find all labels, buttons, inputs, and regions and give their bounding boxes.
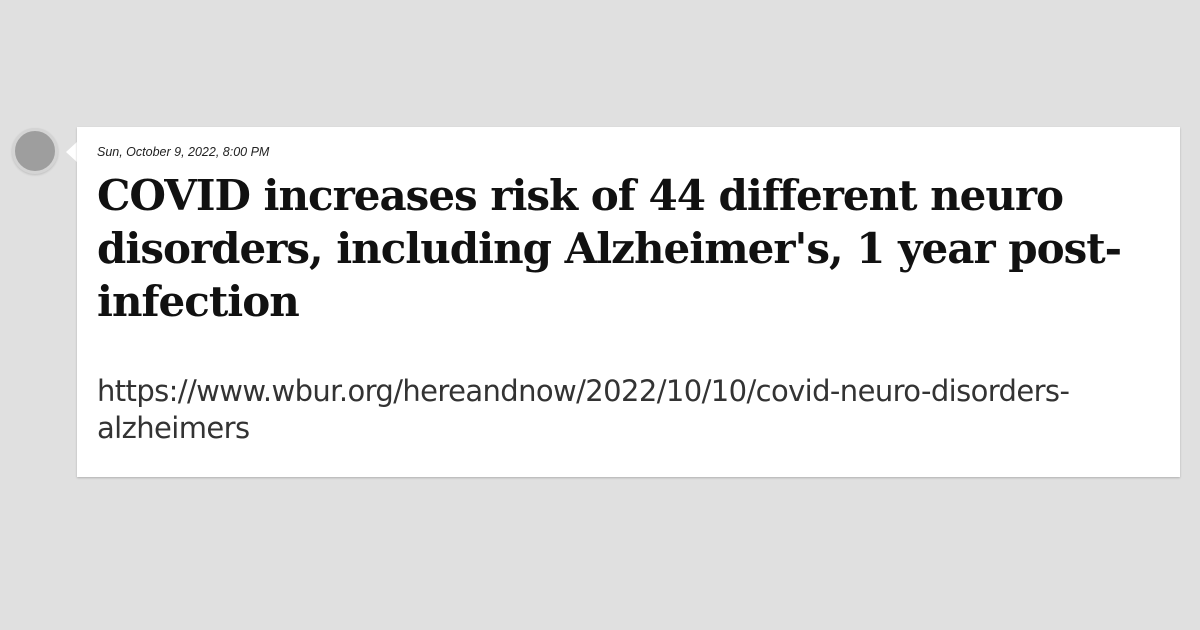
post-link[interactable]: https://www.wbur.org/hereandnow/2022/10/… bbox=[97, 373, 1107, 447]
post-link-line-2[interactable]: alzheimers bbox=[97, 411, 250, 445]
post-card: Sun, October 9, 2022, 8:00 PM COVID incr… bbox=[77, 127, 1180, 477]
post-timestamp: Sun, October 9, 2022, 8:00 PM bbox=[97, 145, 270, 159]
card-pointer bbox=[66, 141, 78, 163]
post-link-line-1[interactable]: https://www.wbur.org/hereandnow/2022/10/… bbox=[97, 374, 1070, 408]
avatar[interactable] bbox=[12, 128, 58, 174]
post-title: COVID increases risk of 44 different neu… bbox=[97, 171, 1122, 326]
